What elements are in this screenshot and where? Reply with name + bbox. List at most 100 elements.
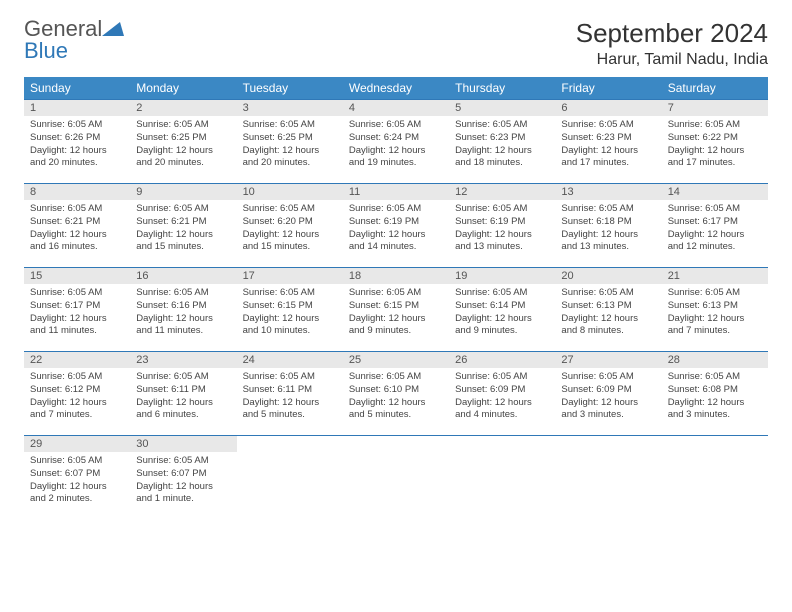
weekday-header: Thursday [449, 77, 555, 100]
day-number: 27 [555, 352, 661, 368]
daylight-text: Daylight: 12 hours and 20 minutes. [136, 145, 230, 171]
location: Harur, Tamil Nadu, India [576, 51, 768, 69]
day-details: Sunrise: 6:05 AMSunset: 6:10 PMDaylight:… [343, 368, 449, 426]
day-details: Sunrise: 6:05 AMSunset: 6:25 PMDaylight:… [237, 116, 343, 174]
sunset-text: Sunset: 6:21 PM [30, 216, 124, 229]
sunrise-text: Sunrise: 6:05 AM [136, 287, 230, 300]
daylight-text: Daylight: 12 hours and 13 minutes. [455, 229, 549, 255]
daylight-text: Daylight: 12 hours and 14 minutes. [349, 229, 443, 255]
daylight-text: Daylight: 12 hours and 3 minutes. [668, 397, 762, 423]
sunset-text: Sunset: 6:12 PM [30, 384, 124, 397]
calendar-cell: 4Sunrise: 6:05 AMSunset: 6:24 PMDaylight… [343, 100, 449, 184]
day-details: Sunrise: 6:05 AMSunset: 6:26 PMDaylight:… [24, 116, 130, 174]
day-details: Sunrise: 6:05 AMSunset: 6:07 PMDaylight:… [130, 452, 236, 510]
day-number: 16 [130, 268, 236, 284]
sunrise-text: Sunrise: 6:05 AM [30, 287, 124, 300]
sunrise-text: Sunrise: 6:05 AM [668, 371, 762, 384]
sunset-text: Sunset: 6:23 PM [561, 132, 655, 145]
daylight-text: Daylight: 12 hours and 15 minutes. [136, 229, 230, 255]
calendar-cell: 2Sunrise: 6:05 AMSunset: 6:25 PMDaylight… [130, 100, 236, 184]
day-details: Sunrise: 6:05 AMSunset: 6:12 PMDaylight:… [24, 368, 130, 426]
sunrise-text: Sunrise: 6:05 AM [136, 371, 230, 384]
calendar-cell: 13Sunrise: 6:05 AMSunset: 6:18 PMDayligh… [555, 184, 661, 268]
daylight-text: Daylight: 12 hours and 7 minutes. [30, 397, 124, 423]
calendar-cell: 11Sunrise: 6:05 AMSunset: 6:19 PMDayligh… [343, 184, 449, 268]
day-number: 8 [24, 184, 130, 200]
day-details: Sunrise: 6:05 AMSunset: 6:07 PMDaylight:… [24, 452, 130, 510]
calendar-cell: 5Sunrise: 6:05 AMSunset: 6:23 PMDaylight… [449, 100, 555, 184]
header: General Blue September 2024 Harur, Tamil… [24, 18, 768, 69]
calendar-cell: 27Sunrise: 6:05 AMSunset: 6:09 PMDayligh… [555, 352, 661, 436]
logo-text-block: General Blue [24, 18, 124, 62]
sunset-text: Sunset: 6:14 PM [455, 300, 549, 313]
sunset-text: Sunset: 6:11 PM [136, 384, 230, 397]
sunset-text: Sunset: 6:16 PM [136, 300, 230, 313]
sunset-text: Sunset: 6:19 PM [455, 216, 549, 229]
logo: General Blue [24, 18, 124, 62]
daylight-text: Daylight: 12 hours and 7 minutes. [668, 313, 762, 339]
calendar-week-row: 22Sunrise: 6:05 AMSunset: 6:12 PMDayligh… [24, 352, 768, 436]
calendar-cell: 12 Sunrise: 6:05 AMSunset: 6:19 PMDayligh… [449, 184, 555, 268]
day-number: 1 [24, 100, 130, 116]
calendar-cell: 9Sunrise: 6:05 AMSunset: 6:21 PMDaylight… [130, 184, 236, 268]
day-details: Sunrise: 6:05 AMSunset: 6:15 PMDaylight:… [237, 284, 343, 342]
calendar-cell: 14Sunrise: 6:05 AMSunset: 6:17 PMDayligh… [662, 184, 768, 268]
sunrise-text: Sunrise: 6:05 AM [136, 203, 230, 216]
day-number: 5 [449, 100, 555, 116]
day-details: Sunrise: 6:05 AMSunset: 6:17 PMDaylight:… [662, 200, 768, 258]
sunrise-text: Sunrise: 6:05 AM [349, 371, 443, 384]
day-number: 7 [662, 100, 768, 116]
daylight-text: Daylight: 12 hours and 19 minutes. [349, 145, 443, 171]
day-number: 29 [24, 436, 130, 452]
day-number: 12 [449, 184, 555, 200]
calendar-cell [555, 436, 661, 520]
sunset-text: Sunset: 6:07 PM [30, 468, 124, 481]
day-number: 2 [130, 100, 236, 116]
sunrise-text: Sunrise: 6:05 AM [455, 203, 549, 216]
day-number: 3 [237, 100, 343, 116]
sunrise-text: Sunrise: 6:05 AM [561, 119, 655, 132]
day-details: Sunrise: 6:05 AMSunset: 6:16 PMDaylight:… [130, 284, 236, 342]
daylight-text: Daylight: 12 hours and 6 minutes. [136, 397, 230, 423]
sunset-text: Sunset: 6:11 PM [243, 384, 337, 397]
sunrise-text: Sunrise: 6:05 AM [561, 371, 655, 384]
daylight-text: Daylight: 12 hours and 13 minutes. [561, 229, 655, 255]
sunrise-text: Sunrise: 6:05 AM [243, 203, 337, 216]
sunrise-text: Sunrise: 6:05 AM [349, 287, 443, 300]
day-details: Sunrise: 6:05 AMSunset: 6:11 PMDaylight:… [237, 368, 343, 426]
day-details: Sunrise: 6:05 AMSunset: 6:15 PMDaylight:… [343, 284, 449, 342]
day-number: 10 [237, 184, 343, 200]
sunset-text: Sunset: 6:15 PM [243, 300, 337, 313]
day-number: 9 [130, 184, 236, 200]
calendar-cell [237, 436, 343, 520]
daylight-text: Daylight: 12 hours and 2 minutes. [30, 481, 124, 507]
daylight-text: Daylight: 12 hours and 9 minutes. [349, 313, 443, 339]
day-number: 18 [343, 268, 449, 284]
title-block: September 2024 Harur, Tamil Nadu, India [576, 18, 768, 69]
day-details: Sunrise: 6:05 AMSunset: 6:09 PMDaylight:… [555, 368, 661, 426]
triangle-icon [102, 18, 124, 40]
calendar-cell: 26Sunrise: 6:05 AMSunset: 6:09 PMDayligh… [449, 352, 555, 436]
calendar-cell: 29Sunrise: 6:05 AMSunset: 6:07 PMDayligh… [24, 436, 130, 520]
calendar-cell: 25Sunrise: 6:05 AMSunset: 6:10 PMDayligh… [343, 352, 449, 436]
calendar-cell [662, 436, 768, 520]
sunset-text: Sunset: 6:15 PM [349, 300, 443, 313]
sunset-text: Sunset: 6:19 PM [349, 216, 443, 229]
daylight-text: Daylight: 12 hours and 11 minutes. [30, 313, 124, 339]
day-number: 28 [662, 352, 768, 368]
day-number: 20 [555, 268, 661, 284]
calendar-cell: 21Sunrise: 6:05 AMSunset: 6:13 PMDayligh… [662, 268, 768, 352]
day-number: 24 [237, 352, 343, 368]
weekday-header: Friday [555, 77, 661, 100]
day-details: Sunrise: 6:05 AMSunset: 6:08 PMDaylight:… [662, 368, 768, 426]
sunset-text: Sunset: 6:09 PM [561, 384, 655, 397]
daylight-text: Daylight: 12 hours and 18 minutes. [455, 145, 549, 171]
calendar-cell: 24Sunrise: 6:05 AMSunset: 6:11 PMDayligh… [237, 352, 343, 436]
calendar-cell: 30Sunrise: 6:05 AMSunset: 6:07 PMDayligh… [130, 436, 236, 520]
weekday-header: Sunday [24, 77, 130, 100]
sunset-text: Sunset: 6:13 PM [668, 300, 762, 313]
sunset-text: Sunset: 6:23 PM [455, 132, 549, 145]
calendar-cell: 15Sunrise: 6:05 AMSunset: 6:17 PMDayligh… [24, 268, 130, 352]
day-number: 19 [449, 268, 555, 284]
daylight-text: Daylight: 12 hours and 1 minute. [136, 481, 230, 507]
